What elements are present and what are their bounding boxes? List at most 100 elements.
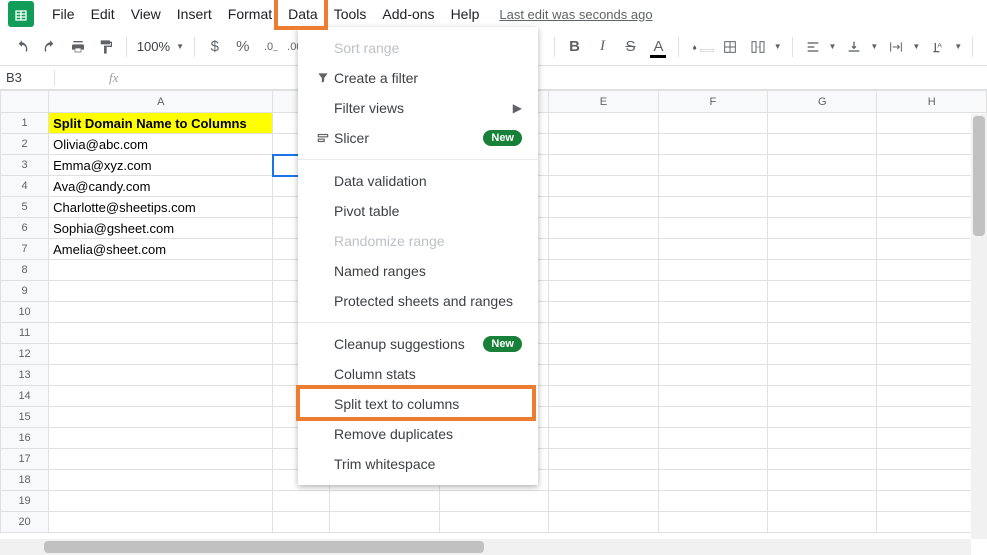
menu-item-protected-sheets-and-ranges[interactable]: Protected sheets and ranges: [298, 286, 538, 316]
menu-view[interactable]: View: [123, 2, 169, 26]
cell[interactable]: [768, 113, 877, 134]
cell[interactable]: [658, 155, 767, 176]
cell[interactable]: [768, 365, 877, 386]
menu-item-slicer[interactable]: SlicerNew: [298, 123, 538, 153]
cell[interactable]: [768, 260, 877, 281]
cell[interactable]: [658, 281, 767, 302]
halign-button[interactable]: [801, 34, 825, 60]
cell[interactable]: [49, 491, 273, 512]
row-header-4[interactable]: 4: [1, 176, 49, 197]
cell[interactable]: [768, 323, 877, 344]
decrease-decimal-button[interactable]: .0_: [259, 34, 283, 60]
row-header-16[interactable]: 16: [1, 428, 49, 449]
cell[interactable]: [658, 239, 767, 260]
row-header-1[interactable]: 1: [1, 113, 49, 134]
cell[interactable]: [658, 176, 767, 197]
redo-button[interactable]: [38, 34, 62, 60]
row-header-2[interactable]: 2: [1, 134, 49, 155]
italic-button[interactable]: I: [590, 34, 614, 60]
cell[interactable]: [768, 239, 877, 260]
cell[interactable]: [549, 176, 658, 197]
row-header-14[interactable]: 14: [1, 386, 49, 407]
cell[interactable]: [549, 449, 658, 470]
row-header-13[interactable]: 13: [1, 365, 49, 386]
menu-item-cleanup-suggestions[interactable]: Cleanup suggestionsNew: [298, 329, 538, 359]
merge-button[interactable]: [746, 34, 770, 60]
cell[interactable]: [549, 512, 658, 533]
cell[interactable]: [768, 407, 877, 428]
rotate-button[interactable]: A: [926, 34, 950, 60]
print-button[interactable]: [66, 34, 90, 60]
cell[interactable]: [549, 323, 658, 344]
cell[interactable]: Charlotte@sheetips.com: [49, 197, 273, 218]
currency-button[interactable]: $: [203, 34, 227, 60]
row-header-11[interactable]: 11: [1, 323, 49, 344]
cell[interactable]: [49, 449, 273, 470]
cell[interactable]: [49, 407, 273, 428]
paint-format-button[interactable]: [94, 34, 118, 60]
col-header-H[interactable]: H: [877, 91, 987, 113]
cell[interactable]: [439, 512, 548, 533]
cell[interactable]: [768, 218, 877, 239]
borders-button[interactable]: [718, 34, 742, 60]
cell[interactable]: [768, 449, 877, 470]
wrap-button[interactable]: [884, 34, 908, 60]
cell[interactable]: [273, 491, 330, 512]
cell[interactable]: [658, 113, 767, 134]
valign-button[interactable]: [842, 34, 866, 60]
menu-item-data-validation[interactable]: Data validation: [298, 166, 538, 196]
cell[interactable]: [768, 176, 877, 197]
row-header-10[interactable]: 10: [1, 302, 49, 323]
menu-item-split-text-to-columns[interactable]: Split text to columns: [298, 389, 538, 419]
col-header-F[interactable]: F: [658, 91, 767, 113]
cell[interactable]: [768, 428, 877, 449]
cell[interactable]: [49, 344, 273, 365]
cell[interactable]: [768, 491, 877, 512]
cell[interactable]: [658, 260, 767, 281]
cell[interactable]: [549, 491, 658, 512]
menu-data[interactable]: Data: [280, 2, 326, 26]
cell[interactable]: [49, 323, 273, 344]
cell[interactable]: [658, 386, 767, 407]
cell[interactable]: [768, 470, 877, 491]
cell[interactable]: [549, 302, 658, 323]
cell[interactable]: [768, 344, 877, 365]
col-header-E[interactable]: E: [549, 91, 658, 113]
cell[interactable]: [658, 134, 767, 155]
row-header-15[interactable]: 15: [1, 407, 49, 428]
cell[interactable]: Amelia@sheet.com: [49, 239, 273, 260]
cell[interactable]: [658, 512, 767, 533]
col-header-G[interactable]: G: [768, 91, 877, 113]
cell[interactable]: [49, 428, 273, 449]
cell[interactable]: [768, 134, 877, 155]
cell[interactable]: [768, 386, 877, 407]
menu-item-create-a-filter[interactable]: Create a filter: [298, 63, 538, 93]
row-header-7[interactable]: 7: [1, 239, 49, 260]
row-header-17[interactable]: 17: [1, 449, 49, 470]
cell[interactable]: [768, 302, 877, 323]
cell[interactable]: [549, 428, 658, 449]
menu-file[interactable]: File: [44, 2, 83, 26]
cell[interactable]: [439, 491, 548, 512]
cell[interactable]: [549, 260, 658, 281]
cell[interactable]: [49, 386, 273, 407]
row-header-20[interactable]: 20: [1, 512, 49, 533]
cell[interactable]: [768, 197, 877, 218]
cell[interactable]: [549, 197, 658, 218]
cell[interactable]: Ava@candy.com: [49, 176, 273, 197]
menu-item-column-stats[interactable]: Column stats: [298, 359, 538, 389]
name-box[interactable]: B3: [0, 70, 50, 85]
menu-item-trim-whitespace[interactable]: Trim whitespace: [298, 449, 538, 479]
row-header-8[interactable]: 8: [1, 260, 49, 281]
menu-add-ons[interactable]: Add-ons: [374, 2, 442, 26]
menu-tools[interactable]: Tools: [326, 2, 375, 26]
cell[interactable]: [330, 491, 439, 512]
cell[interactable]: Olivia@abc.com: [49, 134, 273, 155]
cell[interactable]: [549, 281, 658, 302]
cell[interactable]: [658, 449, 767, 470]
zoom-select[interactable]: 100%: [133, 39, 174, 54]
row-header-5[interactable]: 5: [1, 197, 49, 218]
cell[interactable]: [549, 344, 658, 365]
cell[interactable]: [549, 386, 658, 407]
cell[interactable]: [658, 491, 767, 512]
